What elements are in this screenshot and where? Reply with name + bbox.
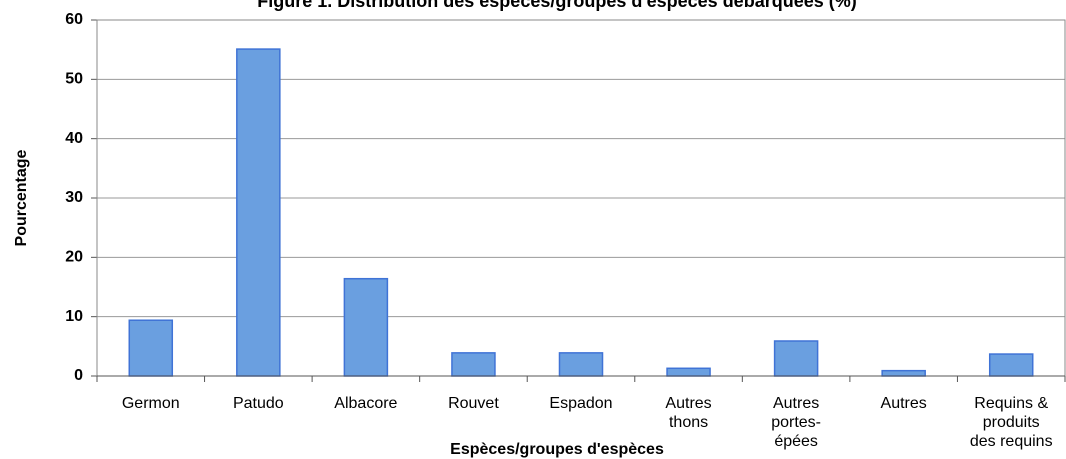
- bar: [128, 319, 174, 377]
- bar: [451, 352, 496, 377]
- bar: [558, 352, 604, 377]
- bar: [881, 369, 926, 377]
- y-tick-label: 40: [65, 130, 83, 147]
- x-axis-title: Espèces/groupes d'espèces: [450, 441, 664, 458]
- x-tick-label: Requins & produits des requins: [969, 395, 1053, 450]
- x-tick-label: Albacore: [334, 395, 398, 412]
- x-tick-label: Autres: [880, 395, 927, 412]
- bar: [773, 340, 819, 377]
- y-tick-label: 20: [65, 249, 83, 266]
- x-tick-label: Patudo: [232, 395, 284, 412]
- bar: [988, 353, 1034, 377]
- x-tick-label: Espadon: [549, 395, 613, 412]
- y-tick-label: 0: [74, 367, 83, 384]
- y-tick-label: 50: [65, 71, 83, 88]
- x-tick-label: Germon: [121, 395, 180, 412]
- chart-title: Figure 1. Distribution des espèces/group…: [257, 0, 856, 11]
- x-tick-label: Rouvet: [448, 395, 499, 412]
- y-tick-label: 60: [65, 11, 83, 28]
- y-tick-label: 30: [65, 189, 83, 206]
- bar: [343, 277, 389, 377]
- x-tick-label: Autres thons: [665, 395, 712, 431]
- x-tick-label: Autres portes- épées: [771, 395, 821, 450]
- y-tick-label: 10: [65, 308, 83, 325]
- bar: [666, 367, 711, 377]
- bar: [236, 48, 281, 377]
- y-axis-title: Pourcentage: [13, 149, 30, 246]
